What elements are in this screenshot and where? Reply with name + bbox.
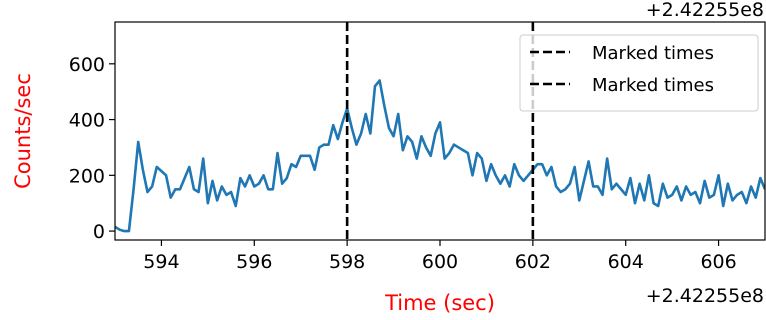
data-line xyxy=(115,79,765,233)
x-offset-label: +2.42255e8 xyxy=(646,285,764,307)
x-axis-label: Time (sec) xyxy=(384,291,495,315)
y-tick-label: 200 xyxy=(69,165,105,187)
x-tick-label: 602 xyxy=(515,251,551,273)
plot-area xyxy=(115,79,765,233)
x-tick-label: 596 xyxy=(236,251,272,273)
legend-label: Marked times xyxy=(592,43,714,64)
legend-box xyxy=(519,34,759,112)
y-axis-label: Counts/sec xyxy=(11,73,35,189)
y-tick-label: 0 xyxy=(93,221,105,243)
x-tick-label: 606 xyxy=(700,251,736,273)
x-tick-label: 594 xyxy=(143,251,179,273)
y-tick-label: 600 xyxy=(69,54,105,76)
y-tick-label: 400 xyxy=(69,110,105,132)
x-tick-label: 600 xyxy=(422,251,458,273)
axes-frame xyxy=(114,21,766,241)
legend-label: Marked times xyxy=(592,75,714,96)
x-tick-label: 604 xyxy=(608,251,644,273)
x-offset-label: +2.42255e8 xyxy=(646,0,764,21)
x-tick-label: 598 xyxy=(329,251,365,273)
